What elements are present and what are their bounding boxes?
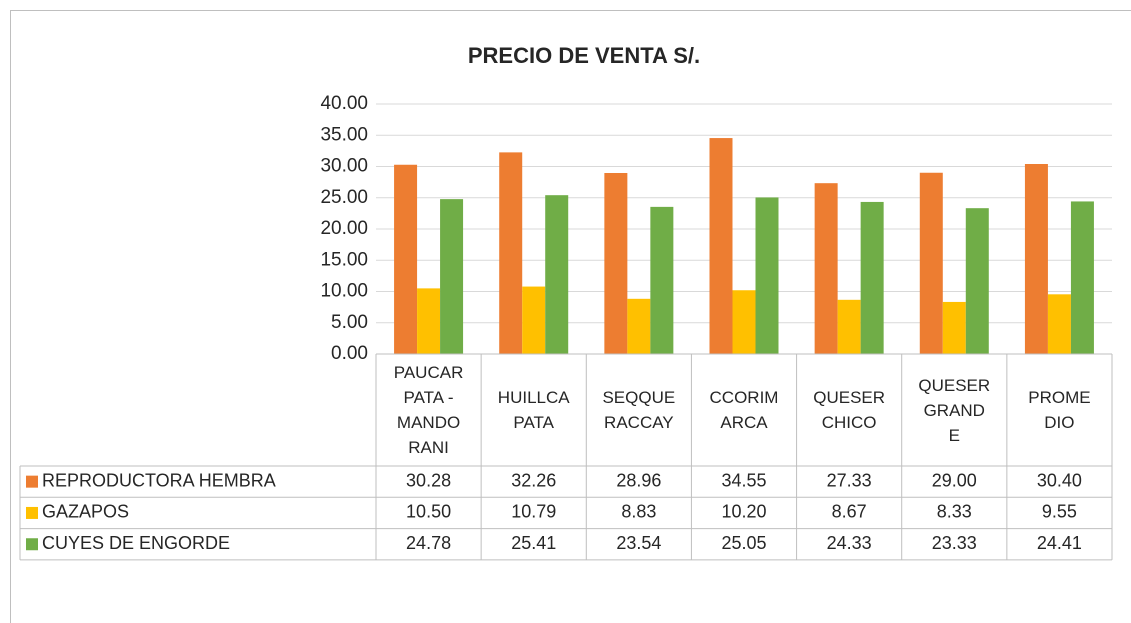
bar xyxy=(417,288,441,354)
y-tick-label: 20.00 xyxy=(320,218,368,239)
y-tick-label: 15.00 xyxy=(320,249,368,270)
bar xyxy=(837,299,861,354)
y-tick-label: 35.00 xyxy=(320,124,368,145)
table-value: 8.83 xyxy=(621,502,656,522)
bar xyxy=(919,172,943,354)
legend-swatch xyxy=(26,538,38,551)
table-value: 27.33 xyxy=(827,470,872,490)
table-value: 23.54 xyxy=(616,533,661,553)
table-value: 29.00 xyxy=(932,470,977,490)
bar xyxy=(755,197,779,354)
table-value: 10.79 xyxy=(511,502,556,522)
table-value: 10.50 xyxy=(406,502,451,522)
bar xyxy=(545,195,569,354)
y-tick-label: 10.00 xyxy=(320,281,368,302)
bar xyxy=(860,201,884,354)
x-tick-label: HUILLCA PATA xyxy=(497,388,570,432)
bar xyxy=(814,183,838,354)
table-value: 30.28 xyxy=(406,470,451,490)
bar xyxy=(440,199,464,354)
bar xyxy=(394,164,418,354)
bar xyxy=(604,173,628,354)
y-tick-label: 40.00 xyxy=(320,93,368,114)
bar xyxy=(709,138,733,354)
table-value: 25.05 xyxy=(721,533,766,553)
table-value: 30.40 xyxy=(1037,470,1082,490)
table-value: 28.96 xyxy=(616,470,661,490)
table-value: 23.33 xyxy=(932,533,977,553)
x-tick-label: SEQQUE RACCAY xyxy=(602,388,676,432)
table-value: 10.20 xyxy=(721,502,766,522)
bar xyxy=(942,301,966,354)
y-tick-label: 30.00 xyxy=(320,156,368,177)
legend-swatch xyxy=(26,506,38,519)
y-tick-label: 25.00 xyxy=(320,187,368,208)
table-value: 24.78 xyxy=(406,533,451,553)
x-tick-label: QUESER CHICO xyxy=(813,388,886,432)
chart-frame xyxy=(10,10,1131,623)
table-value: 8.33 xyxy=(937,502,972,522)
table-value: 24.33 xyxy=(827,533,872,553)
legend-swatch xyxy=(26,475,38,488)
x-tick-label: PROME DIO xyxy=(1028,388,1091,432)
y-tick-label: 5.00 xyxy=(331,312,368,333)
bar xyxy=(499,152,523,354)
legend-label: GAZAPOS xyxy=(42,502,129,522)
bar xyxy=(732,290,756,354)
bar xyxy=(1047,294,1071,354)
bar xyxy=(1024,164,1048,354)
bar xyxy=(1070,201,1094,354)
bar xyxy=(627,298,651,354)
chart-title: PRECIO DE VENTA S/. xyxy=(468,43,700,68)
table-value: 8.67 xyxy=(832,502,867,522)
x-tick-label: QUESER GRAND E xyxy=(918,375,991,445)
table-value: 32.26 xyxy=(511,470,556,490)
x-tick-label: PAUCAR PATA - MANDO RANI xyxy=(393,363,464,457)
table-value: 34.55 xyxy=(721,470,766,490)
table-value: 25.41 xyxy=(511,533,556,553)
legend-label: CUYES DE ENGORDE xyxy=(42,533,230,553)
table-value: 9.55 xyxy=(1042,502,1077,522)
bar xyxy=(522,286,546,354)
bar xyxy=(650,206,674,354)
x-tick-label: CCORIM ARCA xyxy=(709,388,779,432)
table-value: 24.41 xyxy=(1037,533,1082,553)
legend-label: REPRODUCTORA HEMBRA xyxy=(42,470,276,490)
bar xyxy=(965,208,989,354)
y-tick-label: 0.00 xyxy=(331,343,368,364)
